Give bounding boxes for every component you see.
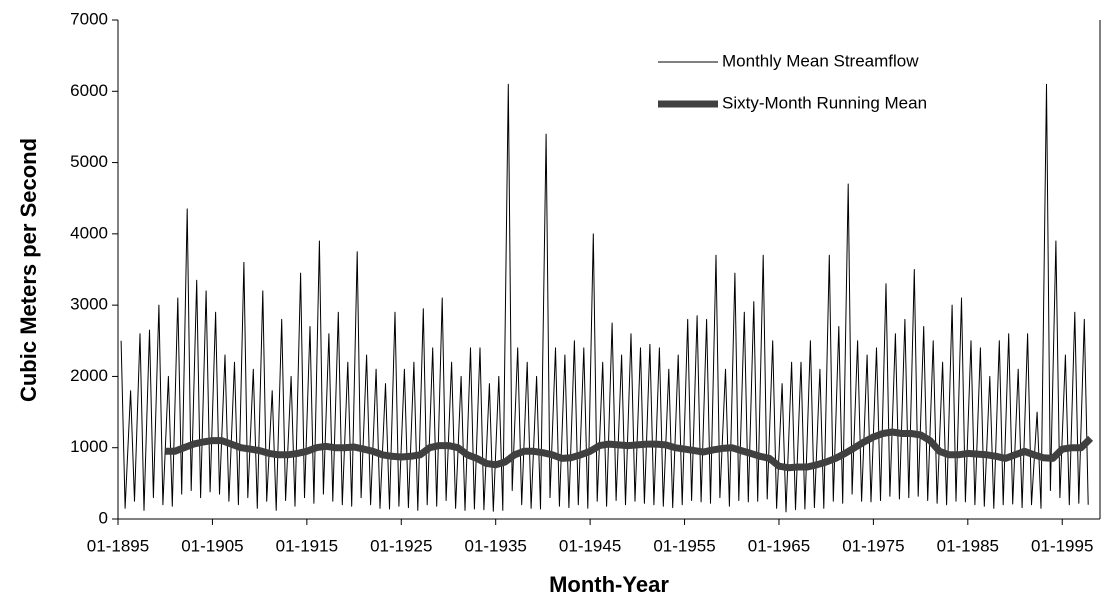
x-tick-label: 01-1915: [276, 536, 338, 555]
x-tick-label: 01-1895: [87, 536, 149, 555]
x-tick-label: 01-1955: [653, 536, 715, 555]
x-tick-label: 01-1965: [748, 536, 810, 555]
x-tick-label: 01-1985: [937, 536, 999, 555]
y-tick-label: 6000: [70, 81, 108, 100]
y-tick-label: 0: [99, 508, 108, 527]
y-tick-label: 2000: [70, 366, 108, 385]
y-tick-label: 5000: [70, 152, 108, 171]
x-tick-label: 01-1935: [464, 536, 526, 555]
y-tick-label: 4000: [70, 223, 108, 242]
y-axis-label: Cubic Meters per Second: [16, 138, 41, 402]
y-tick-label: 1000: [70, 437, 108, 456]
series-line: [120, 83, 1089, 513]
x-tick-label: 01-1905: [181, 536, 243, 555]
x-axis-label: Month-Year: [549, 572, 669, 597]
x-tick-label: 01-1945: [559, 536, 621, 555]
x-tick-label: 01-1975: [842, 536, 904, 555]
series-line: [165, 428, 1094, 472]
legend-label: Monthly Mean Streamflow: [722, 51, 919, 70]
y-tick-label: 3000: [70, 295, 108, 314]
y-tick-label: 7000: [70, 9, 108, 28]
x-tick-label: 01-1995: [1031, 536, 1093, 555]
x-tick-label: 01-1925: [370, 536, 432, 555]
legend-label: Sixty-Month Running Mean: [722, 93, 927, 112]
